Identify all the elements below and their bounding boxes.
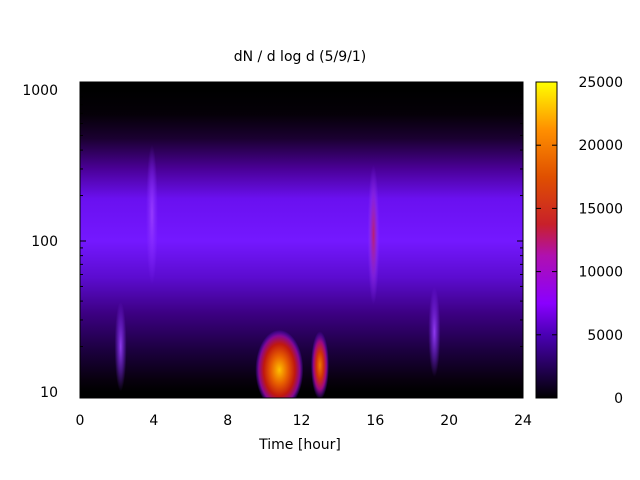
heatmap-streak bbox=[145, 144, 158, 285]
plot-area bbox=[80, 82, 523, 398]
x-tick-label: 20 bbox=[440, 413, 458, 429]
colorbar-tick-label: 25000 bbox=[578, 75, 623, 91]
y-tick-label: 10 bbox=[40, 385, 58, 401]
x-tick-label: 24 bbox=[514, 413, 532, 429]
colorbar: 0 5000 10000 15000 20000 25000 bbox=[535, 75, 623, 407]
heatmap-streak bbox=[367, 164, 380, 305]
x-axis: 0 4 8 12 16 20 24 bbox=[76, 82, 532, 429]
y-axis: 10 100 1000 bbox=[22, 83, 523, 401]
y-tick-label: 1000 bbox=[22, 83, 58, 99]
x-tick-label: 4 bbox=[149, 413, 158, 429]
colorbar-tick-label: 5000 bbox=[587, 328, 623, 344]
heatmap-hotspot bbox=[255, 329, 304, 398]
x-tick-label: 12 bbox=[293, 413, 311, 429]
x-tick-label: 8 bbox=[223, 413, 232, 429]
colorbar-tick-label: 0 bbox=[614, 391, 623, 407]
y-tick-label: 100 bbox=[31, 234, 58, 250]
colorbar-tick-label: 20000 bbox=[578, 138, 623, 154]
heatmap-streak bbox=[428, 286, 441, 377]
x-tick-label: 16 bbox=[366, 413, 384, 429]
heatmap-streak bbox=[114, 301, 127, 392]
x-tick-label: 0 bbox=[76, 413, 85, 429]
colorbar-tick-label: 10000 bbox=[578, 265, 623, 281]
colorbar-tick-label: 15000 bbox=[578, 201, 623, 217]
heatmap-hotspot bbox=[310, 331, 329, 398]
chart-title: dN / d log d (5/9/1) bbox=[234, 49, 367, 65]
x-axis-label: Time [hour] bbox=[258, 437, 341, 453]
colorbar-gradient bbox=[535, 81, 558, 399]
